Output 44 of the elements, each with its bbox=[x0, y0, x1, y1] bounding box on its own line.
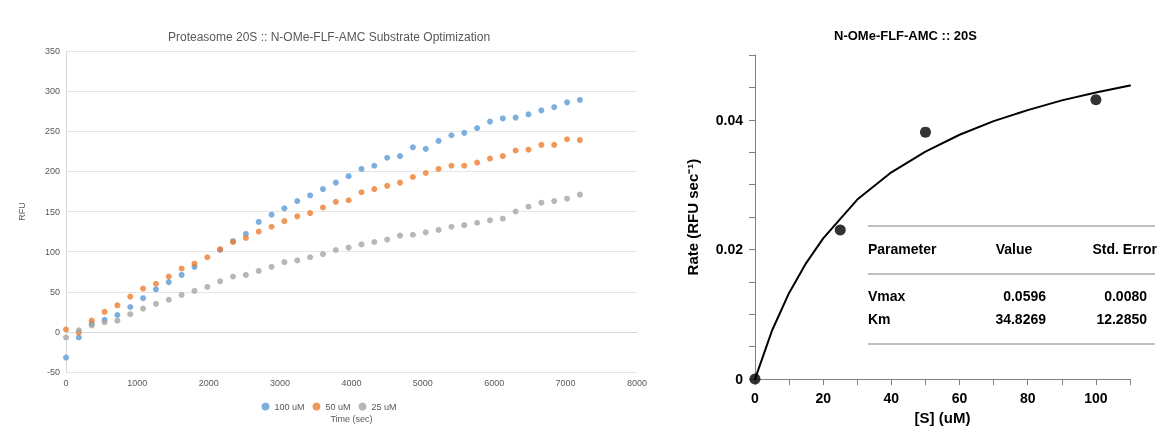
legend-label: 100 uM bbox=[274, 401, 305, 412]
annotation: 0.0080 bbox=[1104, 288, 1148, 304]
legend-label: 25 uM bbox=[371, 401, 397, 412]
x-tick-label: 20 bbox=[815, 390, 832, 407]
y-tick-label: 200 bbox=[44, 166, 60, 177]
x-tick-label: 3000 bbox=[270, 377, 291, 388]
y-tick-label: 100 bbox=[44, 246, 60, 257]
annotation: 12.2850 bbox=[1096, 311, 1148, 327]
annotation: Vmax bbox=[868, 288, 906, 304]
legend-label: 50 uM bbox=[325, 401, 351, 412]
x-tick-label: 4000 bbox=[341, 377, 362, 388]
annotation: Std. Error bbox=[1092, 241, 1158, 257]
annotation: Value bbox=[995, 241, 1033, 257]
y-tick-label: 150 bbox=[44, 206, 60, 217]
x-tick-label: 7000 bbox=[555, 377, 576, 388]
y-tick-label: 0.02 bbox=[715, 241, 744, 258]
y-tick-label: 50 bbox=[49, 286, 60, 297]
chart-title: Proteasome 20S :: N-OMe-FLF-AMC Substrate Optimization bbox=[167, 30, 491, 44]
chart-title: N-OMe-FLF-AMC :: 20S bbox=[834, 28, 978, 43]
x-tick-label: 0 bbox=[751, 390, 760, 407]
y-tick-label: -50 bbox=[46, 367, 60, 377]
x-tick-label: 8000 bbox=[626, 377, 647, 388]
x-tick-label: 1000 bbox=[127, 377, 148, 388]
y-tick-label: 350 bbox=[44, 46, 60, 56]
y-tick-label: 300 bbox=[44, 86, 60, 97]
x-tick-label: 80 bbox=[1019, 390, 1036, 407]
x-tick-label: 2000 bbox=[198, 377, 219, 388]
y-axis-title: RFU bbox=[16, 202, 27, 221]
y-axis-title: Rate (RFU sec⁻¹) bbox=[684, 158, 701, 276]
annotation: Km bbox=[868, 311, 891, 327]
x-axis-title: [S] (uM) bbox=[914, 409, 971, 426]
annotation: 34.8269 bbox=[995, 311, 1047, 327]
x-tick-label: 100 bbox=[1084, 390, 1108, 407]
annotation: Parameter bbox=[868, 241, 938, 257]
x-tick-label: 6000 bbox=[484, 377, 505, 388]
x-tick-label: 60 bbox=[951, 390, 968, 407]
y-tick-label: 0.04 bbox=[715, 111, 744, 128]
annotation: 0.0596 bbox=[1003, 288, 1047, 304]
y-tick-label: 250 bbox=[44, 126, 60, 137]
x-tick-label: 5000 bbox=[412, 377, 433, 388]
y-tick-label: 0 bbox=[54, 326, 60, 337]
x-tick-label: 40 bbox=[883, 390, 900, 407]
x-axis-title: Time (sec) bbox=[330, 413, 373, 424]
x-tick-label: 0 bbox=[63, 377, 69, 388]
